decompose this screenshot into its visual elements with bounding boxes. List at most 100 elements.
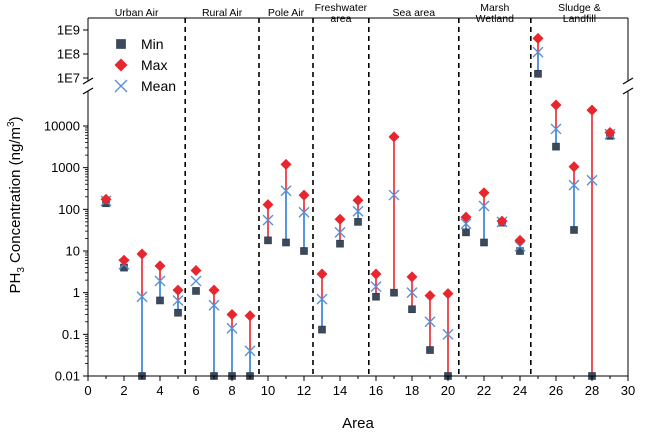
x-tick-label: 10	[261, 383, 275, 398]
mean-marker	[568, 179, 580, 191]
min-marker	[408, 305, 416, 314]
region-label: Pole Air	[268, 7, 305, 19]
mean-marker	[406, 287, 418, 299]
mean-marker	[550, 123, 562, 135]
max-marker	[190, 265, 202, 277]
axis-break-mark	[622, 77, 634, 85]
region-label: area	[330, 13, 351, 25]
legend-max-label: Max	[141, 57, 167, 73]
y-axis-title-end: )	[7, 116, 24, 121]
max-marker	[298, 189, 310, 201]
region-label: Urban Air	[115, 7, 159, 19]
max-marker	[244, 310, 256, 322]
min-marker	[192, 287, 200, 295]
max-marker	[370, 268, 382, 280]
min-marker	[480, 238, 488, 247]
max-marker	[262, 199, 274, 211]
y-tick-label: 10000	[44, 119, 80, 134]
x-tick-label: 2	[120, 383, 127, 398]
min-marker	[300, 247, 308, 255]
x-tick-label: 0	[84, 383, 91, 398]
min-marker	[426, 346, 434, 354]
min-marker	[336, 239, 344, 248]
min-marker	[534, 69, 542, 78]
region-label: Wetland	[476, 13, 514, 25]
max-marker	[154, 260, 166, 272]
legend-max-icon	[114, 58, 128, 72]
legend-mean-icon	[114, 79, 128, 93]
mean-marker	[388, 189, 400, 201]
mean-marker	[460, 218, 472, 230]
x-tick-label: 12	[297, 383, 311, 398]
x-tick-label: 6	[192, 383, 199, 398]
max-marker	[550, 99, 562, 111]
min-marker	[372, 292, 380, 301]
mean-marker	[280, 185, 292, 197]
min-marker	[318, 325, 326, 334]
min-marker	[156, 296, 164, 305]
range-lines	[141, 38, 593, 376]
mean-marker	[226, 322, 238, 334]
y-axis-title-main: PH	[7, 273, 24, 294]
min-marker	[462, 228, 470, 237]
max-marker	[442, 288, 454, 300]
max-marker	[226, 308, 238, 320]
max-marker	[604, 126, 616, 138]
max-marker	[136, 248, 148, 260]
max-marker	[118, 254, 130, 266]
x-tick-label: 16	[369, 383, 383, 398]
mean-marker	[442, 328, 454, 340]
max-marker	[280, 158, 292, 170]
axis-break-mark	[622, 87, 634, 95]
mean-marker	[478, 200, 490, 212]
mean-marker	[136, 291, 148, 303]
max-marker	[568, 161, 580, 173]
x-tick-label: 26	[549, 383, 563, 398]
x-tick-label: 30	[621, 383, 635, 398]
max-marker	[388, 131, 400, 143]
mean-marker	[316, 293, 328, 305]
x-tick-label: 8	[228, 383, 235, 398]
max-marker	[208, 284, 220, 296]
mean-marker	[208, 299, 220, 311]
max-marker	[406, 271, 418, 283]
max-marker	[586, 104, 598, 116]
axis-break-mark	[82, 87, 94, 95]
mean-marker	[586, 174, 598, 186]
region-label: Landfill	[563, 13, 596, 25]
mean-marker	[154, 275, 166, 287]
mean-marker	[352, 205, 364, 217]
axes: 0 2 4 6 8 10 12 14 16 18 20 22 24 26 28 300.010.1110100…	[44, 17, 635, 398]
x-tick-label: 4	[156, 383, 163, 398]
region-label: Rural Air	[202, 7, 243, 19]
min-marker	[282, 238, 290, 247]
mean-marker	[244, 345, 256, 357]
y-axis-title-sub: 3	[16, 267, 27, 273]
y-tick-label: 1	[73, 285, 80, 300]
x-tick-label: 14	[333, 383, 347, 398]
max-marker	[316, 268, 328, 280]
mean-marker	[190, 275, 202, 287]
max-marker	[532, 32, 544, 44]
min-marker	[516, 247, 524, 255]
mean-marker	[424, 316, 436, 328]
y-axis-title: PH3 Concentration (ng/m3)	[6, 116, 27, 293]
x-tick-label: 20	[441, 383, 455, 398]
x-tick-label: 22	[477, 383, 491, 398]
x-tick-label: 18	[405, 383, 419, 398]
y-axis-title-sup: 3	[6, 121, 17, 127]
mean-marker	[532, 46, 544, 58]
y-axis-title-mid: Concentration (ng/m	[7, 127, 24, 267]
max-marker	[478, 187, 490, 199]
y-tick-label: 1000	[51, 160, 80, 175]
data-markers	[100, 32, 616, 380]
x-axis-title: Area	[342, 415, 374, 432]
min-marker	[390, 288, 398, 297]
mean-marker	[334, 226, 346, 238]
max-marker	[514, 234, 526, 246]
legend-min-label: Min	[141, 36, 164, 52]
mean-marker	[262, 214, 274, 226]
mean-marker	[514, 240, 526, 252]
max-marker	[100, 193, 112, 205]
